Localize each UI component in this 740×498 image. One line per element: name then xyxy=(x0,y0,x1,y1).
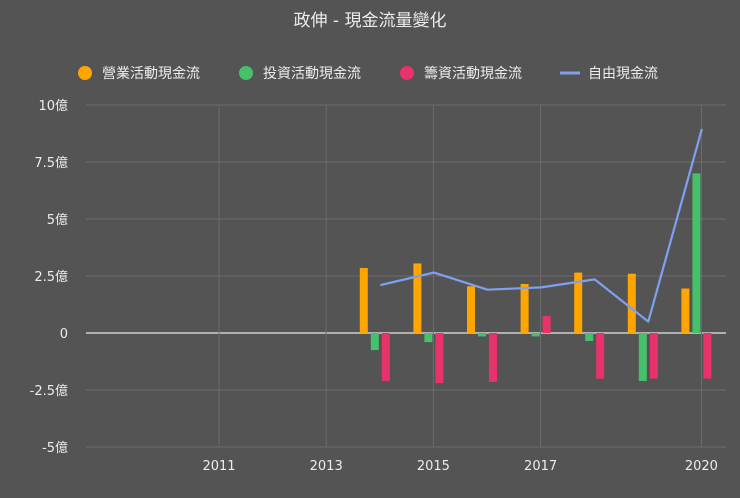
x-tick-label: 2020 xyxy=(685,459,718,474)
x-gridlines xyxy=(218,105,702,447)
bar-operating-2018 xyxy=(574,272,583,333)
bar-investing-2020 xyxy=(692,173,701,333)
lines xyxy=(380,128,703,323)
y-tick-label: 10億 xyxy=(38,98,68,114)
bar-financing-2019 xyxy=(649,333,658,379)
bar-investing-2016 xyxy=(478,333,486,337)
bar-operating-2014 xyxy=(359,268,368,333)
legend-label-financing: 籌資活動現金流 xyxy=(424,66,522,82)
legend-label-operating: 營業活動現金流 xyxy=(102,66,200,82)
legend-swatch-financing xyxy=(400,66,414,80)
bar-financing-2014 xyxy=(381,333,390,381)
x-tick-label: 2015 xyxy=(417,459,450,474)
legend: 營業活動現金流 投資活動現金流 籌資活動現金流 自由現金流 xyxy=(78,66,658,82)
bar-investing-2018 xyxy=(585,333,594,341)
legend-item-financing[interactable]: 籌資活動現金流 xyxy=(400,66,522,82)
bar-investing-2019 xyxy=(638,333,647,381)
x-tick-labels: 2011 2013 2015 2017 2020 xyxy=(202,459,717,474)
y-tick-labels: 10億 7.5億 5億 2.5億 0 -2.5億 -5億 xyxy=(30,98,68,456)
chart-title: 政伸 - 現金流量變化 xyxy=(294,11,447,31)
y-tick-label: 5億 xyxy=(47,212,68,228)
bar-operating-2016 xyxy=(467,286,475,333)
bar-investing-2017 xyxy=(531,333,540,337)
bar-financing-2017 xyxy=(542,315,551,333)
bar-operating-2020 xyxy=(681,288,690,333)
y-gridlines xyxy=(86,104,726,448)
bars xyxy=(359,173,712,384)
x-tick-label: 2013 xyxy=(310,459,343,474)
legend-item-free-cash-flow[interactable]: 自由現金流 xyxy=(560,66,658,82)
legend-swatch-operating xyxy=(78,66,92,80)
legend-item-operating[interactable]: 營業活動現金流 xyxy=(78,66,200,82)
x-tick-label: 2011 xyxy=(202,459,235,474)
legend-swatch-investing xyxy=(239,66,253,80)
bar-financing-2020 xyxy=(703,333,712,379)
y-tick-label: -5億 xyxy=(42,440,68,456)
y-tick-label: 7.5億 xyxy=(34,155,68,171)
x-tick-label: 2017 xyxy=(524,459,557,474)
y-tick-label: 2.5億 xyxy=(34,269,68,285)
bar-operating-2017 xyxy=(520,283,529,333)
line-free xyxy=(380,128,703,323)
legend-item-investing[interactable]: 投資活動現金流 xyxy=(239,66,361,82)
bar-operating-2015 xyxy=(413,263,422,333)
legend-label-investing: 投資活動現金流 xyxy=(263,66,361,82)
y-tick-label: -2.5億 xyxy=(30,383,68,399)
legend-label-free-cash-flow: 自由現金流 xyxy=(588,66,658,82)
bar-operating-2019 xyxy=(627,273,636,333)
bar-financing-2015 xyxy=(435,333,444,384)
bar-investing-2015 xyxy=(424,333,433,343)
y-tick-label: 0 xyxy=(60,327,68,342)
bar-investing-2014 xyxy=(370,333,379,351)
bar-financing-2018 xyxy=(596,333,605,379)
bar-financing-2016 xyxy=(489,333,497,383)
